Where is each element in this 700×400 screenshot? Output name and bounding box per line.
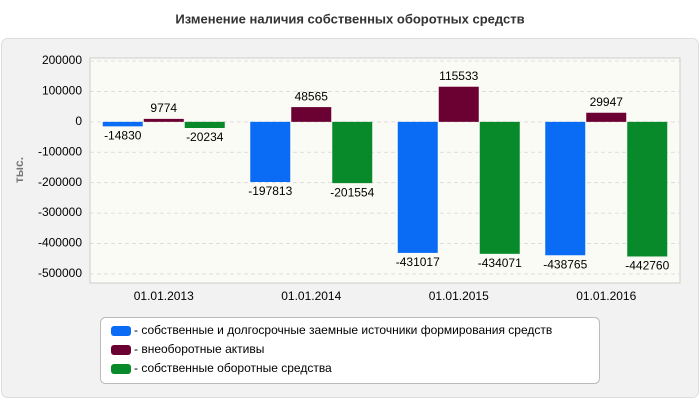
legend-label: - собственные оборотные средства bbox=[134, 361, 332, 375]
data-label: -201554 bbox=[330, 185, 374, 199]
bar bbox=[250, 121, 291, 182]
y-tick-label: 100000 bbox=[42, 84, 82, 98]
data-label: 115533 bbox=[439, 69, 478, 83]
bar bbox=[291, 107, 332, 122]
legend-swatch bbox=[111, 326, 131, 336]
x-tick-label: 01.01.2016 bbox=[576, 289, 636, 303]
data-label: 9774 bbox=[150, 101, 177, 115]
data-label: 29947 bbox=[590, 95, 624, 109]
bar bbox=[102, 121, 143, 127]
data-label: -442760 bbox=[625, 259, 669, 273]
legend-label: - собственные и долгосрочные заемные ист… bbox=[134, 323, 552, 337]
data-label: -434071 bbox=[478, 256, 522, 270]
bar bbox=[332, 121, 373, 184]
data-label: -197813 bbox=[248, 184, 292, 198]
data-label: -20234 bbox=[186, 130, 224, 144]
legend-label: - внеоборотные активы bbox=[134, 342, 264, 356]
bar bbox=[586, 112, 627, 122]
bar bbox=[627, 121, 668, 257]
data-label: 48565 bbox=[295, 89, 329, 103]
y-tick-label: 200000 bbox=[42, 53, 82, 67]
bar bbox=[397, 121, 438, 253]
x-tick-label: 01.01.2014 bbox=[281, 289, 341, 303]
bar bbox=[184, 121, 225, 129]
y-axis-label: тыс. bbox=[12, 157, 26, 183]
y-tick-label: -100000 bbox=[38, 144, 82, 158]
bar bbox=[545, 121, 586, 256]
x-tick-label: 01.01.2015 bbox=[429, 289, 489, 303]
data-label: -438765 bbox=[543, 257, 587, 271]
x-tick-label: 01.01.2013 bbox=[134, 289, 194, 303]
bar bbox=[143, 118, 184, 122]
data-label: -431017 bbox=[396, 255, 440, 269]
y-tick-label: -200000 bbox=[38, 175, 82, 189]
legend bbox=[100, 317, 600, 384]
y-tick-label: -300000 bbox=[38, 205, 82, 219]
chart-title: Изменение наличия собственных оборотных … bbox=[175, 11, 524, 26]
bar bbox=[438, 86, 479, 122]
legend-swatch bbox=[111, 364, 131, 374]
bar bbox=[479, 121, 520, 254]
data-label: -14830 bbox=[104, 129, 142, 143]
y-tick-label: -500000 bbox=[38, 266, 82, 280]
y-tick-label: -400000 bbox=[38, 236, 82, 250]
legend-swatch bbox=[111, 345, 131, 355]
y-tick-label: 0 bbox=[75, 114, 82, 128]
